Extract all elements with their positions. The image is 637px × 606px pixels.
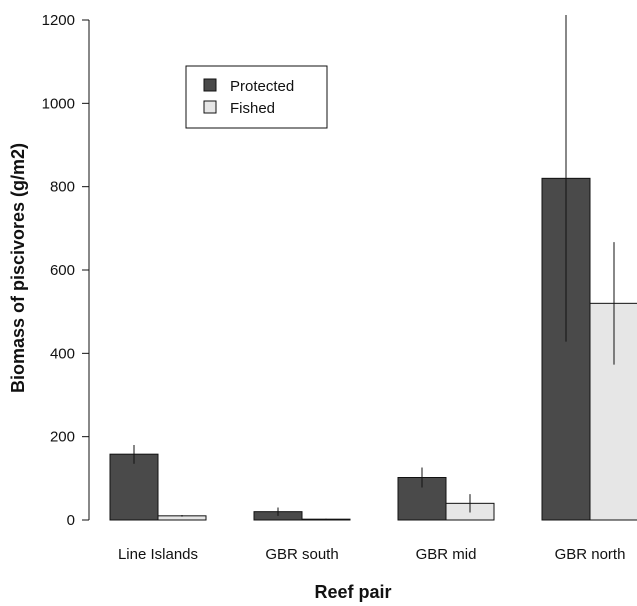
legend-swatch-protected — [203, 78, 217, 92]
legend-label-protected: Protected — [230, 78, 294, 95]
x-tick-label: GBR mid — [416, 546, 477, 563]
legend-label-fished: Fished — [230, 100, 275, 117]
y-tick-label: 800 — [50, 179, 75, 196]
legend: Protected Fished — [185, 65, 328, 129]
legend-box — [185, 65, 328, 129]
y-tick-label: 1000 — [42, 95, 75, 112]
x-axis-tick-labels: Line Islands GBR south GBR mid GBR north — [118, 546, 625, 563]
x-axis-title: Reef pair — [314, 582, 391, 602]
y-tick-label: 1200 — [42, 12, 75, 29]
y-tick-label: 200 — [50, 429, 75, 446]
x-tick-label: Line Islands — [118, 546, 198, 563]
y-axis-title: Biomass of piscivores (g/m2) — [8, 143, 28, 393]
error-bars — [133, 15, 615, 520]
bar-protected-1 — [109, 453, 159, 521]
y-tick-label: 400 — [50, 345, 75, 362]
y-tick-label: 600 — [50, 262, 75, 279]
x-tick-label: GBR south — [265, 546, 338, 563]
y-tick-label: 0 — [67, 512, 75, 529]
legend-swatch-fished — [203, 100, 217, 114]
bars — [109, 177, 637, 521]
y-axis: 0 200 400 600 800 1000 1200 — [42, 12, 90, 529]
x-tick-label: GBR north — [555, 546, 626, 563]
